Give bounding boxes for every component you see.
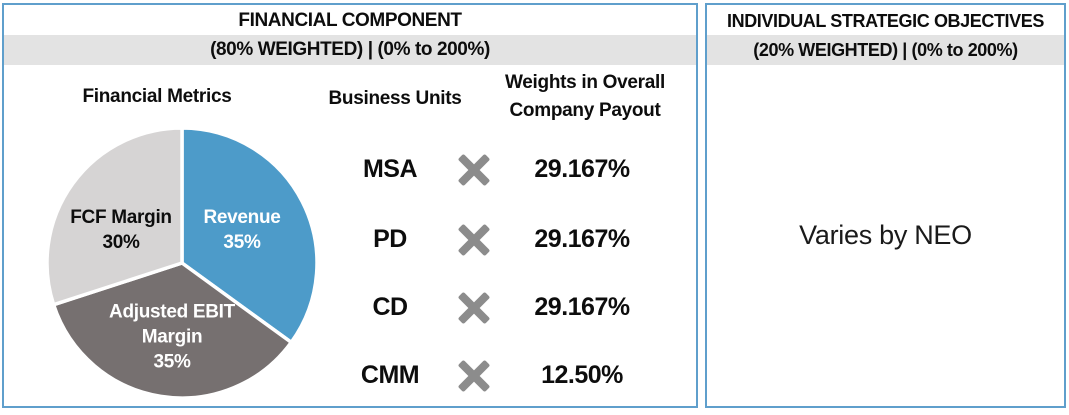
business-unit-label: CMM [360,361,420,389]
pie-slice-adjusted-ebit-margin [51,261,293,400]
financial-metrics-heading: Financial Metrics [82,86,232,107]
pie-slice-revenue [180,126,319,345]
business-unit-row: CD 29.167% [4,287,700,327]
multiply-icon [459,293,489,323]
business-unit-label: MSA [362,155,418,183]
financial-metrics-pie: Revenue 35% Adjusted EBIT Margin 35% FCF Marg… [45,126,319,400]
financial-component-subtitle: (80% WEIGHTED) | (0% to 200%) [4,35,696,65]
business-unit-row: CMM 12.50% [4,355,700,395]
business-unit-row: PD 29.167% [4,219,700,259]
strategic-objectives-title: INDIVIDUAL STRATEGIC OBJECTIVES [727,11,1044,31]
business-unit-row: MSA 29.167% [4,149,700,189]
strategic-objectives-body: Varies by NEO [707,65,1064,406]
business-unit-label: PD [373,225,407,253]
business-unit-label: CD [372,293,408,321]
weights-heading-line1: Weights in Overall [504,72,665,93]
weights-heading: Weights in Overall Company Payout [482,69,688,125]
financial-component-title: FINANCIAL COMPONENT [238,10,462,31]
pie-label-fcf-margin: FCF Margin 30% [70,207,172,253]
multiply-icon [459,155,489,185]
pie-label-revenue: Revenue 35% [203,207,280,253]
strategic-objectives-panel: INDIVIDUAL STRATEGIC OBJECTIVES (20% WEI… [705,3,1066,408]
pie-label-adjusted-ebit-margin: Adjusted EBIT Margin 35% [109,302,236,373]
weights-heading-line2: Company Payout [509,100,661,121]
weight-value: 12.50% [541,361,623,389]
strategic-objectives-subtitle: (20% WEIGHTED) | (0% to 200%) [707,35,1064,65]
multiply-icon [459,225,489,255]
financial-component-panel: FINANCIAL COMPONENT (80% WEIGHTED) | (0%… [2,3,698,408]
multiply-icon [459,361,489,391]
pie-slice-fcf-margin [45,126,184,307]
weight-value: 29.167% [534,225,630,253]
financial-metrics-pie-container: Revenue 35% Adjusted EBIT Margin 35% FCF Marg… [35,116,329,410]
weight-value: 29.167% [534,293,630,321]
weight-value: 29.167% [534,155,630,183]
business-units-heading: Business Units [328,88,462,109]
varies-by-neo-text: Varies by NEO [799,220,972,250]
